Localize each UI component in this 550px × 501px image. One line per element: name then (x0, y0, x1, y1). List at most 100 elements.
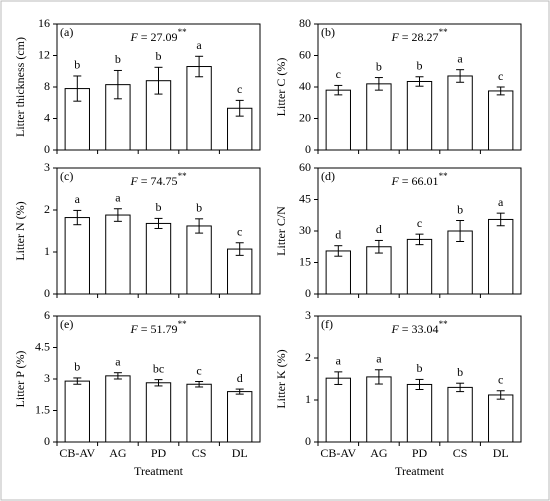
bar (488, 218, 514, 295)
stat-value: = 66.01 (399, 174, 439, 188)
significance-letter: b (417, 361, 423, 375)
y-tick-label: 60 (299, 160, 311, 174)
stat-annotation: F = 51.79** (129, 319, 187, 336)
significance-letter: a (115, 354, 121, 368)
stat-symbol: F (129, 322, 138, 336)
significance-letter: b (457, 365, 463, 379)
y-tick-label: 45 (299, 191, 311, 205)
bar (447, 386, 473, 443)
y-tick-label: 0 (305, 434, 311, 448)
significance-letter: c (417, 216, 422, 230)
x-axis-label: Treatment (134, 464, 184, 478)
error-bar (195, 55, 204, 78)
panel-label: (b) (321, 25, 335, 39)
y-tick-label: 3 (44, 371, 50, 385)
significance-letter: d (376, 222, 382, 236)
stat-symbol: F (129, 174, 138, 188)
significance-letter: a (376, 352, 382, 366)
significance-letter: c (498, 69, 503, 83)
significance-letter: b (457, 202, 463, 216)
x-tick-label: DL (232, 446, 248, 460)
y-tick-label: 40 (299, 79, 311, 93)
bar (488, 394, 514, 443)
bar (145, 382, 172, 443)
error-bar (334, 84, 343, 96)
plot-frame (56, 315, 261, 443)
error-bar (113, 69, 122, 100)
x-tick-label: CB-AV (320, 446, 356, 460)
stat-significance: ** (178, 27, 188, 37)
significance-letter: a (196, 38, 202, 52)
stat-value: = 28.27 (399, 30, 439, 44)
significance-letter: a (115, 190, 121, 204)
y-tick-label: 3 (305, 308, 311, 322)
significance-letter: c (237, 82, 242, 96)
error-bar (496, 212, 505, 227)
y-tick-label: 1 (44, 244, 50, 258)
bar (186, 383, 212, 443)
significance-letter: c (498, 373, 503, 387)
x-tick-label: AG (370, 446, 388, 460)
y-axis-label: Litter thickness (cm) (13, 37, 27, 137)
error-bar (113, 372, 122, 380)
x-tick-label: DL (493, 446, 509, 460)
y-tick-label: 0 (44, 142, 50, 156)
x-tick-label: PD (151, 446, 167, 460)
error-bar (113, 208, 122, 222)
y-tick-label: 16 (38, 16, 50, 30)
panel-label: (d) (321, 169, 335, 183)
plot-frame (317, 315, 522, 443)
y-tick-label: 2 (44, 202, 50, 216)
y-tick-label: 0 (305, 286, 311, 300)
bar (186, 225, 212, 295)
y-tick-label: 6 (44, 308, 50, 322)
significance-letter: a (498, 195, 504, 209)
bar (186, 66, 212, 151)
error-bar (195, 381, 204, 388)
error-bar (73, 75, 82, 102)
bar (366, 376, 392, 443)
error-bar (154, 217, 163, 229)
error-bar (496, 390, 505, 400)
bar (64, 217, 90, 295)
y-tick-label: 3 (44, 160, 50, 174)
stat-significance: ** (178, 171, 188, 181)
bar (325, 377, 351, 443)
significance-letter: b (196, 201, 202, 215)
significance-letter: a (336, 354, 342, 368)
error-bar (374, 369, 383, 385)
error-bar (374, 239, 383, 254)
bar (447, 75, 473, 151)
plot-frame (56, 167, 261, 295)
significance-letter: b (156, 49, 162, 63)
error-bar (235, 242, 244, 256)
x-axis-label: Treatment (395, 464, 445, 478)
stat-value: = 74.75 (138, 174, 178, 188)
significance-letter: c (196, 363, 201, 377)
bar (105, 375, 131, 443)
error-bar (235, 99, 244, 117)
y-axis-label: Litter C/N (274, 206, 288, 256)
plot-frame (317, 167, 522, 295)
stat-value: = 27.09 (138, 30, 178, 44)
stat-value: = 51.79 (138, 322, 178, 336)
stat-annotation: F = 33.04** (390, 319, 448, 336)
significance-letter: d (335, 227, 341, 241)
error-bar (154, 66, 163, 95)
stat-significance: ** (439, 319, 449, 329)
significance-letter: b (115, 52, 121, 66)
error-bar (415, 378, 424, 390)
significance-letter: c (237, 225, 242, 239)
stat-symbol: F (390, 322, 399, 336)
x-tick-label: CS (192, 446, 207, 460)
bar (366, 83, 392, 151)
bar (145, 222, 172, 295)
bar (105, 214, 131, 295)
panel-label: (e) (60, 317, 73, 331)
y-tick-label: 15 (299, 254, 311, 268)
y-tick-label: 80 (299, 16, 311, 30)
significance-letter: a (75, 192, 81, 206)
bar (325, 250, 351, 295)
